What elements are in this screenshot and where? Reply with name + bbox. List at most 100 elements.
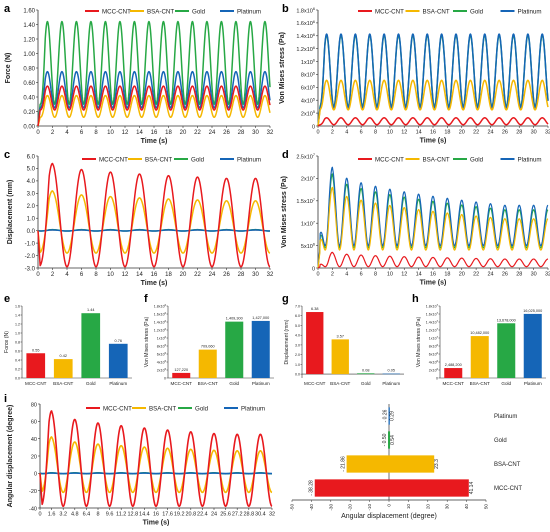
y-axis-label: Von Mises stress (Pa) [279, 32, 286, 104]
y-axis-label: Angular displacement (degree) [7, 405, 14, 508]
y-tick-label: 4.0 [295, 334, 300, 338]
x-tick-label: 30 [252, 272, 259, 278]
y-tick-label: 1.2x106 [154, 328, 167, 332]
x-tick-label: -30 [328, 504, 333, 511]
x-category-label: Gold [361, 381, 371, 386]
y-tick-label: 4.0 [27, 179, 36, 185]
x-tick-label: 20 [459, 272, 465, 278]
x-tick-label: 26 [502, 130, 508, 136]
bar-value-label: 16,025,000 [523, 309, 542, 313]
x-axis-label: Time (s) [420, 280, 447, 287]
bar-positive-MCC-CNT [389, 479, 469, 497]
y-tick-label: 2.0 [27, 204, 36, 210]
series-line-BSA-CNT [37, 190, 271, 254]
x-tick-label: 16 [151, 130, 158, 136]
panel-letter: e [4, 293, 10, 305]
x-tick-label: 8 [374, 272, 377, 278]
y-tick-label: 1.0 [295, 363, 300, 367]
panel-letter: i [4, 393, 7, 405]
bar-value-label: 0.29 [390, 411, 396, 421]
x-tick-label: 12.8 [127, 512, 138, 518]
x-tick-label: 4 [345, 272, 348, 278]
y-tick-label: 2x106 [429, 368, 439, 372]
panel-letter: a [4, 3, 11, 15]
y-tick-label: 4x105 [157, 360, 167, 364]
bar-value-label: 23.3 [434, 459, 440, 469]
x-tick-label: 2 [51, 130, 55, 136]
bar-MCC-CNT [306, 312, 324, 375]
y-tick-label: 1x107 [301, 220, 315, 227]
y-tick-label: 7.0 [295, 305, 300, 309]
x-tick-label: 4 [65, 272, 69, 278]
x-category-label: BSA-CNT [53, 381, 73, 386]
bar-BSA-CNT [198, 349, 217, 378]
legend-label: MCC-CNT [375, 9, 404, 16]
x-tick-label: 10 [406, 504, 411, 510]
y-tick-label: 0.0 [27, 229, 36, 235]
bar-negative-Platinum [388, 407, 390, 425]
x-tick-label: -10 [367, 504, 372, 511]
y-tick-label: 1.2x107 [426, 328, 439, 332]
legend-label: BSA-CNT [423, 9, 450, 16]
x-tick-label: 0 [36, 272, 40, 278]
y-tick-label: 0.8 [15, 341, 20, 345]
y-tick-label: 8x105 [157, 344, 167, 348]
x-tick-label: 10 [387, 272, 393, 278]
y-tick-label: -20 [29, 489, 37, 495]
y-tick-label: 4x106 [429, 360, 439, 364]
y-axis-label: Von Mises stress (Pa) [281, 176, 288, 248]
bar-MCC-CNT [444, 368, 463, 378]
y-tick-label: 1.2x106 [296, 46, 315, 53]
x-tick-label: 24 [209, 272, 216, 278]
x-tick-label: 4 [65, 130, 69, 136]
x-category-label: BSA-CNT [330, 381, 350, 386]
legend-label: Gold [192, 9, 206, 16]
legend-label: Platinum [237, 157, 261, 164]
y-tick-label: 1.4x106 [154, 320, 167, 324]
bar-value-label: 0.54 [390, 435, 396, 445]
x-tick-label: 6.4 [83, 512, 91, 518]
bar-positive-Gold [389, 431, 391, 449]
chart-c: -3.0-2.0-1.00.01.02.03.04.05.06.00 2 4 6 8 10… [7, 154, 274, 287]
legend-label: Gold [195, 406, 209, 413]
y-category-label: Gold [494, 438, 507, 444]
chart-i: -40 -20 0 20 40 60 80 0 1.6 3.2 4.8 6.4 8 9.6 11.2 12.8… [7, 402, 275, 526]
chart-g: 0.0 1.0 2.0 3.0 4.0 5.0 6.0 7.0 6.38 MCC-CNT 3.57 B… [284, 305, 404, 386]
y-tick-label: 0.20 [23, 110, 35, 116]
bar-Gold [357, 373, 375, 375]
y-tick-label: 0.00 [23, 124, 35, 130]
x-tick-label: 24 [211, 512, 217, 518]
y-tick-label: 3.0 [27, 192, 36, 198]
bar-Platinum [523, 313, 542, 378]
x-tick-label: 0 [36, 130, 40, 136]
x-axis-label: Time (s) [143, 520, 170, 527]
x-tick-label: 17.6 [162, 512, 173, 518]
y-tick-label: 2.0 [295, 353, 300, 357]
x-category-label: BSA-CNT [198, 381, 218, 386]
x-tick-label: -50 [290, 504, 295, 511]
x-tick-label: 22 [473, 130, 479, 136]
x-tick-label: 22 [194, 272, 201, 278]
x-tick-label: 16 [430, 272, 436, 278]
y-tick-label: 1.6x107 [426, 312, 439, 316]
bar-Gold [225, 321, 244, 378]
panel-letter: g [282, 293, 289, 305]
x-tick-label: 0 [316, 130, 319, 136]
y-tick-label: -3.0 [25, 266, 36, 272]
chart-j: -50 -40 -30 -20 -10 0 10 20 30 40 50 Angular displa… [290, 404, 522, 520]
y-tick-label: 1x107 [429, 336, 439, 340]
y-tick-label: 2x107 [301, 176, 315, 183]
bar-value-label: 3.57 [337, 334, 344, 338]
x-tick-label: 32 [545, 272, 550, 278]
panel-letter: f [144, 293, 148, 305]
y-tick-label: 1.4x106 [296, 33, 315, 40]
x-tick-label: 1.6 [48, 512, 56, 518]
y-tick-label: 8x105 [301, 72, 315, 79]
series-line-BSA-CNT [317, 79, 549, 127]
x-tick-label: 26 [502, 272, 508, 278]
legend-label: BSA-CNT [149, 406, 176, 413]
x-tick-label: 8 [94, 130, 98, 136]
legend-label: BSA-CNT [423, 157, 450, 164]
y-category-label: BSA-CNT [494, 462, 521, 468]
